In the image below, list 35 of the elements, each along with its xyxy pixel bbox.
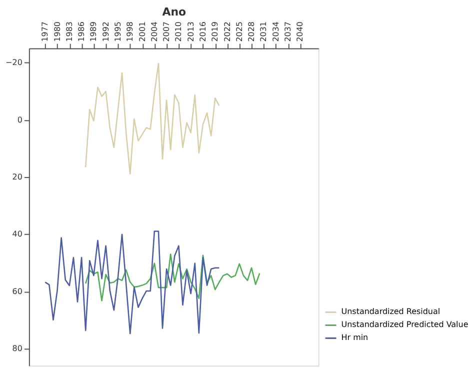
x-tick-label: 2001 (138, 22, 147, 42)
y-tick-label: 40 (12, 230, 22, 239)
y-tick-label: −20 (6, 58, 22, 68)
x-tick-label: 1989 (89, 22, 98, 42)
y-tick-label: 80 (12, 344, 22, 353)
y-tick-label: 0 (17, 115, 22, 124)
line-series (44, 230, 220, 334)
x-tick-label: 2016 (198, 22, 208, 42)
legend-label: Hr min (341, 333, 368, 342)
x-tick-label: 1983 (64, 22, 74, 42)
x-tick-label: 2031 (259, 22, 268, 42)
x-tick-label: 2010 (174, 22, 184, 42)
x-tick-label: 2007 (162, 22, 172, 42)
x-tick-label: 2019 (210, 22, 220, 42)
x-tick-label: 1998 (126, 22, 135, 42)
x-tick-label: 2037 (283, 22, 292, 42)
x-tick-label: 2034 (271, 22, 280, 42)
x-tick-label: 1986 (77, 22, 86, 42)
x-tick-label: 1977 (40, 22, 50, 42)
y-tick-label: 20 (12, 172, 22, 182)
x-tick-label: 2025 (234, 22, 244, 42)
x-tick-label: 1980 (52, 22, 62, 42)
legend-label: Unstandardized Predicted Value (341, 320, 468, 330)
x-tick-label: 2004 (150, 22, 159, 42)
x-tick-label: 2013 (186, 22, 196, 42)
x-tick-label: 2028 (247, 22, 256, 42)
line-series (84, 62, 220, 174)
x-tick-label: 2040 (296, 22, 305, 42)
line-series (84, 253, 260, 302)
legend-label: Unstandardized Residual (341, 307, 440, 316)
y-tick-label: 60 (12, 286, 22, 296)
x-tick-label: 2022 (222, 22, 232, 42)
x-axis-title: Ano (162, 6, 187, 18)
x-tick-label: 1995 (113, 22, 122, 42)
x-tick-label: 1992 (101, 22, 110, 42)
